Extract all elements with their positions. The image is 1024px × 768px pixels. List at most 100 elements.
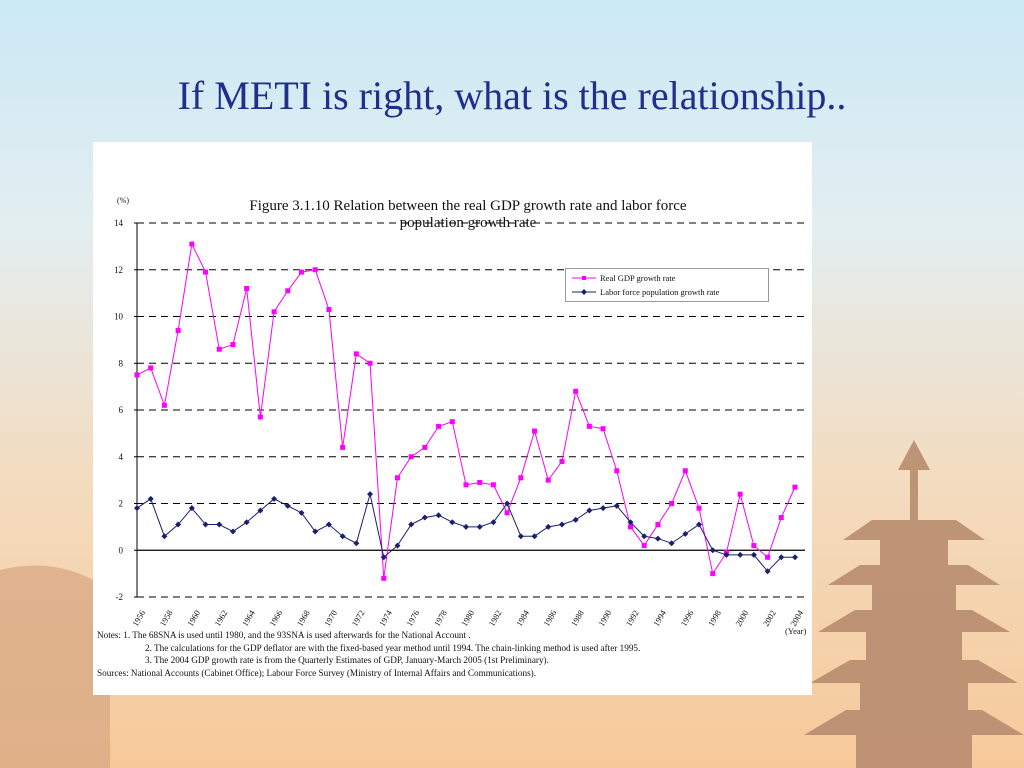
labor-legend-swatch <box>572 289 596 295</box>
x-tick-label: 1970 <box>322 608 339 628</box>
x-tick-label: 1962 <box>212 608 229 628</box>
gdp-data-point <box>299 269 304 275</box>
gdp-data-point <box>381 575 387 581</box>
gdp-data-point <box>367 360 373 366</box>
labor-data-point <box>682 530 689 537</box>
labor-data-point <box>764 568 771 575</box>
x-tick-label: 2004 <box>788 608 806 628</box>
x-tick-label: 1974 <box>377 608 395 628</box>
labor-data-point <box>339 533 346 540</box>
labor-data-point <box>545 523 552 530</box>
figure-title-line1: Figure 3.1.10 Relation between the real … <box>249 198 687 214</box>
note-3: 3. The 2004 GDP growth rate is from the … <box>145 655 549 665</box>
labor-data-point <box>696 521 703 528</box>
legend-item-gdp: Real GDP growth rate <box>572 272 675 284</box>
y-tick-label: 8 <box>119 358 124 368</box>
gdp-data-point <box>559 458 565 464</box>
note-sources: Sources: National Accounts (Cabinet Offi… <box>97 667 537 678</box>
labor-data-point <box>476 523 483 530</box>
y-tick-label: 2 <box>119 499 124 509</box>
x-tick-label: 1964 <box>240 608 258 628</box>
x-tick-label: 1978 <box>432 608 449 628</box>
labor-data-point <box>257 507 264 514</box>
labor-data-point <box>449 519 456 526</box>
labor-data-point <box>367 491 374 498</box>
labor-data-point <box>586 507 593 514</box>
note-2: 2. The calculations for the GDP deflator… <box>145 642 641 653</box>
x-tick-label: 2000 <box>733 608 750 628</box>
labor-data-point <box>175 521 182 528</box>
gdp-data-point <box>353 351 359 357</box>
labor-data-point <box>380 554 387 561</box>
x-tick-label: 1956 <box>130 608 147 628</box>
y-tick-label: 4 <box>119 452 124 462</box>
x-tick-label: 1998 <box>706 608 723 628</box>
gdp-data-point <box>134 372 140 378</box>
labor-data-point <box>188 505 195 512</box>
labor-data-point <box>435 512 442 519</box>
gdp-data-point <box>271 309 277 315</box>
note-1: Notes: 1. The 68SNA is used until 1980, … <box>97 630 471 640</box>
gdp-data-point <box>628 524 633 530</box>
gdp-data-point <box>545 477 551 483</box>
x-unit-label: (Year) <box>785 626 806 636</box>
labor-data-point <box>641 533 648 540</box>
legend-item-labor: Labor force population growth rate <box>572 286 719 298</box>
hills-silhouette <box>0 565 110 768</box>
y-tick-label: 6 <box>119 405 124 415</box>
gdp-data-point <box>641 543 647 549</box>
labor-data-point <box>243 519 250 526</box>
gdp-data-point <box>669 501 675 506</box>
x-tick-label: 1980 <box>459 608 476 628</box>
gdp-data-point <box>408 454 414 460</box>
gdp-data-point <box>532 428 538 434</box>
labor-data-point <box>147 495 154 502</box>
slide-title: If METI is right, what is the relationsh… <box>177 73 847 118</box>
figure-panel: -2 0 2 4 6 8 10 12 14 (%) 1956 1958 1960 1962 1964 1966… <box>93 142 812 695</box>
x-tick-label: 1968 <box>295 608 312 628</box>
labor-data-point <box>627 519 634 526</box>
labor-data-point <box>504 500 511 507</box>
y-tick-label: 10 <box>114 312 124 322</box>
gdp-data-point <box>477 479 483 485</box>
labor-data-point <box>600 505 607 512</box>
labor-series-line <box>136 494 795 573</box>
labor-data-point <box>408 521 415 528</box>
x-tick-label: 1990 <box>596 608 613 628</box>
labor-data-point <box>778 554 785 561</box>
gdp-data-point <box>504 510 510 516</box>
labor-data-point <box>298 509 305 516</box>
y-tick-label: 12 <box>114 265 123 275</box>
labor-data-point <box>271 495 278 502</box>
x-tick-label: 1986 <box>541 608 558 628</box>
x-tick-label: 1966 <box>267 608 284 628</box>
gdp-data-point <box>189 241 195 247</box>
y-unit-label: (%) <box>117 196 129 205</box>
labor-data-point <box>613 502 620 509</box>
gdp-data-point <box>257 414 263 420</box>
y-tick-label: -2 <box>116 592 124 602</box>
labor-data-point <box>284 502 291 509</box>
gdp-data-point <box>340 444 346 450</box>
gdp-data-point <box>710 571 716 577</box>
labor-data-point <box>558 521 565 528</box>
labor-data-point <box>737 551 744 558</box>
labor-data-point <box>709 547 716 554</box>
labor-data-point <box>490 519 497 526</box>
gdp-data-point <box>765 554 771 560</box>
labor-data-point <box>216 521 223 528</box>
labor-data-point <box>654 535 661 542</box>
chart-legend: Real GDP growth rate Labor force populat… <box>565 268 769 302</box>
gdp-data-point <box>203 269 209 275</box>
labor-data-point <box>312 528 319 535</box>
gdp-data-point <box>285 288 291 294</box>
gdp-legend-swatch <box>572 276 596 280</box>
figure-title: Figure 3.1.10 Relation between the real … <box>188 198 748 232</box>
gdp-data-point <box>394 475 400 481</box>
gdp-data-point <box>326 306 332 312</box>
labor-data-point <box>229 528 236 535</box>
gdp-data-point <box>216 346 222 352</box>
figure-title-line2: population growth rate <box>399 215 537 231</box>
gdp-data-point <box>422 444 428 450</box>
